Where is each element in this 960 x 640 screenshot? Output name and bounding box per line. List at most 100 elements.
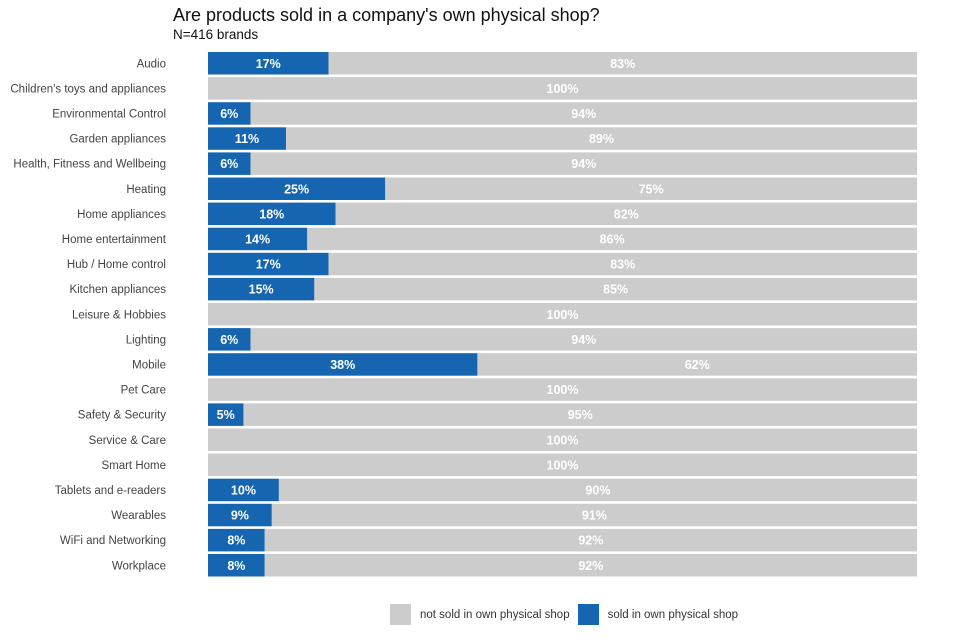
bar-segment-not-sold [278,478,917,502]
value-label-sold: 25% [284,182,309,196]
bar-segment-sold [208,403,244,426]
value-label-sold: 14% [245,232,270,246]
bar-row: Health, Fitness and Wellbeing 6% 94% [13,152,918,175]
category-label: Garden appliances [69,134,166,146]
value-label-not-sold: 85% [603,283,628,297]
category-label: Environmental Control [52,108,166,120]
bar-segment-sold [208,503,272,527]
legend: not sold in own physical shop sold in ow… [390,604,746,625]
value-label-not-sold: 100% [547,82,579,96]
bar-segment-sold [208,528,265,552]
bar-segment-not-sold [264,554,918,577]
value-label-sold: 17% [256,57,281,71]
category-label: WiFi and Networking [60,535,166,547]
bar-row: Smart Home 100% [101,453,917,477]
legend-label-sold: sold in own physical shop [607,608,739,621]
bar-row: Mobile 38% 62% [132,353,917,376]
chart-subtitle: N=416 brands [173,27,259,42]
bar-segment-sold [208,177,386,200]
category-label: Health, Fitness and Wellbeing [13,159,166,171]
bar-segment-not-sold [250,328,918,351]
legend-swatch-sold [577,604,599,625]
value-label-sold: 9% [231,509,249,523]
category-label: Lighting [126,334,166,346]
bar-segment-sold [208,554,265,577]
legend-item-not-sold: not sold in own physical shop [390,604,578,625]
bar-segment-sold [208,127,286,150]
value-label-sold: 15% [249,283,274,297]
category-label: Wearables [111,510,166,522]
value-label-sold: 11% [235,132,259,146]
value-label-not-sold: 94% [571,333,596,347]
value-label-not-sold: 83% [610,57,635,71]
category-label: Audio [137,58,166,70]
bar-row: Home entertainment 14% 86% [62,227,917,251]
value-label-sold: 18% [259,207,284,221]
value-label-not-sold: 91% [582,509,607,523]
category-label: Home appliances [77,209,166,221]
bar-row: Audio 17% 83% [137,52,917,75]
value-label-sold: 8% [227,534,245,548]
category-label: Hub / Home control [67,259,166,271]
value-label-sold: 6% [220,333,238,347]
bar-segment-not-sold [208,453,917,477]
bar-segment-sold [208,202,336,226]
value-label-sold: 17% [256,258,281,272]
value-label-sold: 8% [227,559,245,573]
bar-row: Workplace 8% 92% [112,554,918,577]
bar-segment-sold [208,52,329,75]
value-label-not-sold: 100% [547,433,579,447]
category-label: Mobile [132,359,166,371]
bar-segment-not-sold [208,378,917,401]
bar-segment-sold [208,102,251,125]
bar-segment-not-sold [335,202,917,226]
bar-segment-not-sold [285,127,917,150]
value-label-not-sold: 100% [547,458,579,472]
value-label-sold: 38% [330,358,355,372]
value-label-not-sold: 86% [600,232,625,246]
bar-segment-sold [208,478,279,502]
value-label-not-sold: 94% [571,107,596,121]
bar-segment-sold [208,353,478,376]
value-label-sold: 10% [231,483,256,497]
legend-item-sold: sold in own physical shop [577,604,746,625]
bar-row: Kitchen appliances 15% 85% [69,277,918,301]
bar-segment-not-sold [208,303,917,326]
bar-segment-sold [208,328,251,351]
bar-segment-not-sold [307,227,917,251]
bar-row: Hub / Home control 17% 83% [67,252,917,276]
value-label-not-sold: 89% [589,132,614,146]
category-label: Service & Care [89,435,166,447]
category-label: Home entertainment [62,234,167,246]
value-label-not-sold: 100% [547,308,579,322]
bar-segment-sold [208,227,308,251]
legend-swatch-not-sold [390,604,411,625]
bar-segment-not-sold [208,77,917,100]
legend-label-not-sold: not sold in own physical shop [420,608,570,621]
bar-row: Service & Care 100% [89,428,917,451]
bar-row: Children's toys and appliances 100% [10,77,917,100]
value-label-sold: 5% [217,408,235,422]
value-label-not-sold: 82% [614,207,639,221]
bar-row: Lighting 6% 94% [126,328,918,351]
category-label: Tablets and e-readers [55,485,166,497]
category-label: Kitchen appliances [69,284,166,296]
bar-segment-not-sold [385,177,917,200]
bar-segment-not-sold [328,52,917,75]
value-label-not-sold: 100% [547,383,579,397]
bar-row: Garden appliances 11% 89% [69,127,917,150]
bar-segment-not-sold [477,353,917,376]
bar-segment-not-sold [264,528,918,552]
category-label: Children's toys and appliances [10,83,166,95]
value-label-sold: 6% [220,107,238,121]
bar-row: Pet Care 100% [121,378,917,401]
bar-row: Tablets and e-readers 10% 90% [55,478,917,502]
value-label-not-sold: 90% [585,483,610,497]
category-label: Smart Home [101,460,166,472]
bar-segment-sold [208,277,315,301]
stacked-bar-chart: Audio 17% 83% Children's toys and appliance… [10,52,918,577]
bar-row: Leisure & Hobbies 100% [72,303,917,326]
bar-segment-not-sold [250,152,918,175]
bar-segment-sold [208,252,329,276]
bar-row: Wearables 9% 91% [111,503,917,527]
